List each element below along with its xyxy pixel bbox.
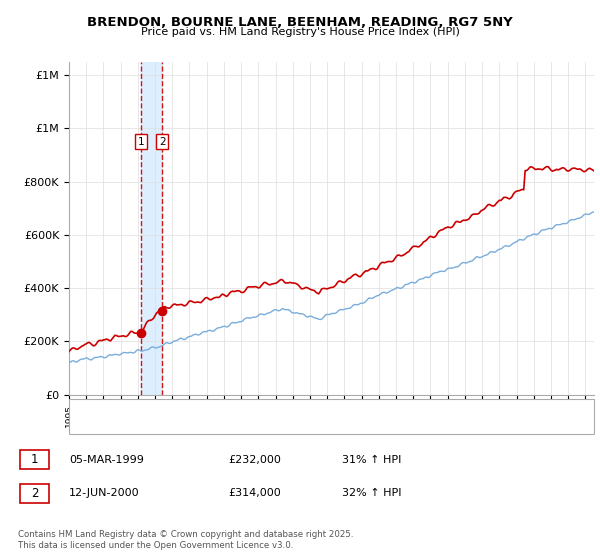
FancyBboxPatch shape [69, 399, 594, 434]
Bar [141, 62, 162, 395]
Text: Contains HM Land Registry data © Crown copyright and database right 2025.
This d: Contains HM Land Registry data © Crown c… [18, 530, 353, 550]
FancyBboxPatch shape [20, 484, 49, 503]
Text: 1: 1 [137, 137, 144, 147]
Text: HPI: Average price, detached house, West Berkshire: HPI: Average price, detached house, West… [111, 422, 359, 431]
Text: 2: 2 [159, 137, 166, 147]
Text: 2: 2 [31, 487, 38, 500]
Text: BRENDON, BOURNE LANE, BEENHAM, READING, RG7 5NY (detached house): BRENDON, BOURNE LANE, BEENHAM, READING, … [111, 403, 469, 413]
Text: 12-JUN-2000: 12-JUN-2000 [69, 488, 140, 498]
Text: 31% ↑ HPI: 31% ↑ HPI [342, 455, 401, 465]
Text: 32% ↑ HPI: 32% ↑ HPI [342, 488, 401, 498]
Text: 1: 1 [31, 453, 38, 466]
Text: BRENDON, BOURNE LANE, BEENHAM, READING, RG7 5NY: BRENDON, BOURNE LANE, BEENHAM, READING, … [87, 16, 513, 29]
FancyBboxPatch shape [20, 450, 49, 469]
Text: Price paid vs. HM Land Registry's House Price Index (HPI): Price paid vs. HM Land Registry's House … [140, 27, 460, 37]
Text: 05-MAR-1999: 05-MAR-1999 [69, 455, 144, 465]
Text: £314,000: £314,000 [228, 488, 281, 498]
Text: £232,000: £232,000 [228, 455, 281, 465]
